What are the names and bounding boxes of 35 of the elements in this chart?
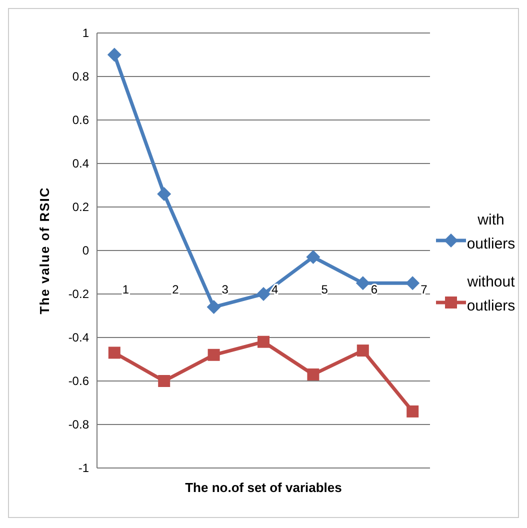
x-tick-label: 7	[420, 282, 428, 296]
point	[306, 250, 320, 264]
point	[107, 48, 122, 62]
y-tick-label: 0.8	[72, 70, 90, 84]
legend-label: without outliers	[466, 274, 516, 314]
point	[206, 300, 221, 314]
y-tick-label: -0.4	[68, 330, 90, 345]
point	[406, 405, 419, 418]
y-tick-label: 0.6	[72, 113, 90, 128]
x-axis-title: The no.of set of variables	[185, 480, 342, 495]
y-axis-title: The value of RSIC	[37, 186, 52, 314]
point	[307, 368, 320, 380]
y-tick-label: 0	[82, 244, 90, 258]
y-tick-label: -1	[78, 461, 90, 476]
point	[356, 344, 369, 357]
point	[256, 287, 270, 301]
point	[157, 186, 172, 201]
x-tick-label: 1	[122, 282, 130, 296]
y-tick-label: 0.4	[72, 156, 90, 171]
y-tick-label: -0.2	[68, 287, 90, 302]
x-tick-label: 6	[370, 282, 378, 296]
y-tick-label: 0.2	[72, 200, 90, 214]
point	[208, 348, 220, 361]
text: with outliers	[466, 212, 516, 252]
y-tick-label: -0.8	[68, 418, 90, 432]
x-tick-label: 5	[321, 282, 328, 296]
x-tick-label: 3	[222, 282, 229, 296]
point	[406, 276, 420, 290]
point	[356, 276, 370, 290]
y-tick-label: -0.6	[68, 374, 90, 388]
x-tick-label: 2	[172, 282, 180, 296]
point	[258, 336, 270, 348]
y-tick-label: 1	[82, 26, 90, 40]
point	[158, 375, 170, 387]
point	[108, 346, 120, 359]
